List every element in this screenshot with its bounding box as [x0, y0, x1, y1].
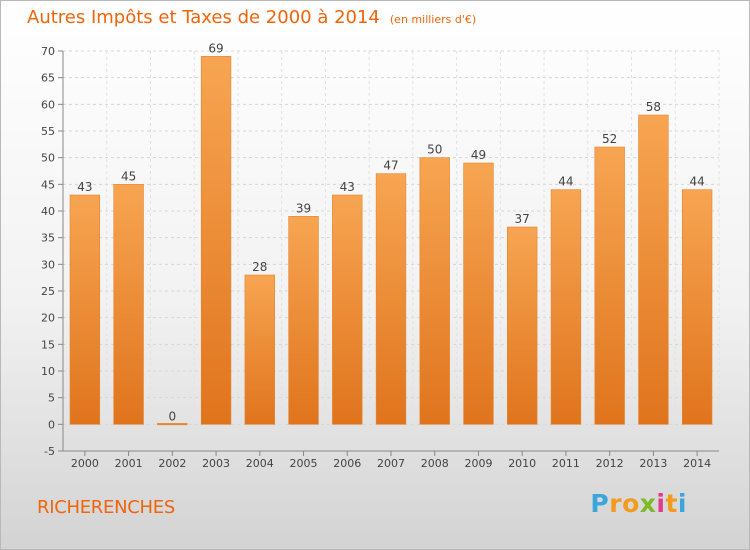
logo-letter: r [609, 489, 623, 518]
x-tick-label-2006: 2006 [333, 457, 361, 470]
y-tick-label: 35 [41, 232, 55, 245]
x-tick-label-2012: 2012 [596, 457, 624, 470]
chart-subtitle: (en milliers d'€) [389, 13, 477, 26]
y-tick-label: 15 [41, 338, 55, 351]
y-tick-label: 30 [41, 258, 55, 271]
logo-letter: t [665, 489, 678, 518]
chart-title-row: Autres Impôts et Taxes de 2000 à 2014 (e… [27, 7, 476, 28]
value-label-2005: 39 [296, 201, 311, 215]
value-label-2000: 43 [77, 180, 92, 194]
commune-name: RICHERENCHES [37, 497, 175, 518]
y-tick-label: 65 [41, 72, 55, 85]
y-tick-label: 25 [41, 285, 55, 298]
value-label-2007: 47 [383, 159, 398, 173]
value-label-2002: 0 [169, 409, 177, 423]
value-label-2001: 45 [121, 169, 136, 183]
value-label-2010: 37 [515, 212, 530, 226]
axes [58, 50, 719, 456]
bar-2012 [594, 146, 625, 425]
value-label-2011: 44 [558, 175, 573, 189]
value-label-2003: 69 [208, 41, 223, 55]
value-label-2009: 49 [471, 148, 486, 162]
bar-2001 [113, 184, 144, 425]
bar-2003 [200, 56, 232, 425]
x-tick-label-2014: 2014 [683, 457, 711, 470]
bar-2002 [157, 423, 188, 426]
bar-2000 [69, 194, 101, 425]
value-label-2004: 28 [252, 260, 267, 274]
y-tick-label: -5 [44, 445, 55, 458]
bar-2008 [419, 157, 450, 425]
logo-letter: i [677, 489, 687, 518]
y-tick-label: 20 [41, 312, 55, 325]
bar-2009 [463, 162, 494, 425]
logo-letter: x [639, 489, 657, 518]
x-tick-label-2000: 2000 [71, 457, 99, 470]
value-label-2014: 44 [689, 175, 704, 189]
x-tick-label-2013: 2013 [639, 457, 667, 470]
x-tick-label-2002: 2002 [158, 457, 186, 470]
y-tick-label: 5 [48, 392, 55, 405]
x-tick-label-2007: 2007 [377, 457, 405, 470]
x-tick-label-2009: 2009 [464, 457, 492, 470]
value-label-2006: 43 [340, 180, 355, 194]
bar-2010 [507, 226, 538, 425]
value-label-2012: 52 [602, 132, 617, 146]
logo-letter: i [656, 489, 666, 518]
bar-2014 [681, 189, 713, 425]
bar-2011 [550, 189, 582, 425]
x-tick-label-2008: 2008 [421, 457, 449, 470]
y-tick-label: 45 [41, 178, 55, 191]
x-tick-label-2011: 2011 [552, 457, 580, 470]
bar-2006 [332, 194, 363, 425]
y-tick-label: 0 [48, 418, 55, 431]
bars [69, 56, 713, 426]
y-tick-label: 10 [41, 365, 55, 378]
value-label-2008: 50 [427, 143, 442, 157]
x-tick-label-2010: 2010 [508, 457, 536, 470]
logo-letter: P [590, 489, 610, 518]
bar-2007 [375, 173, 407, 425]
x-tick-label-2003: 2003 [202, 457, 230, 470]
logo-letter: o [622, 489, 640, 518]
labels: -5 0 5 10 15 20 25 30 35 40 45 50 55 60 65 70 43 2000 45 20… [41, 41, 711, 470]
y-tick-label: 70 [41, 45, 55, 58]
bar-2004 [244, 274, 275, 425]
x-tick-label-2001: 2001 [115, 457, 143, 470]
bar-2013 [638, 114, 669, 425]
y-tick-label: 60 [41, 98, 55, 111]
y-tick-label: 50 [41, 152, 55, 165]
y-tick-label: 55 [41, 125, 55, 138]
proxiti-logo: Proxiti [590, 489, 687, 518]
y-tick-label: 40 [41, 205, 55, 218]
value-label-2013: 58 [646, 100, 661, 114]
bar-2005 [288, 216, 319, 425]
x-tick-label-2004: 2004 [246, 457, 274, 470]
x-tick-label-2005: 2005 [290, 457, 318, 470]
chart-title: Autres Impôts et Taxes de 2000 à 2014 [27, 7, 380, 28]
